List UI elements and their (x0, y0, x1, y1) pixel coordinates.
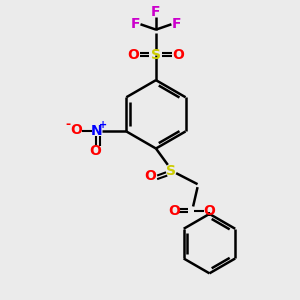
Text: O: O (145, 169, 157, 183)
Text: O: O (203, 204, 215, 218)
Text: O: O (89, 144, 101, 158)
Text: N: N (91, 124, 102, 138)
Text: +: + (98, 120, 106, 130)
Text: O: O (128, 48, 140, 62)
Text: O: O (70, 123, 82, 137)
Text: F: F (151, 5, 161, 20)
Text: S: S (151, 48, 161, 62)
Text: -: - (66, 118, 71, 131)
Text: F: F (172, 17, 182, 31)
Text: S: S (166, 164, 176, 178)
Text: F: F (130, 17, 140, 31)
Text: O: O (168, 204, 180, 218)
Text: O: O (172, 48, 184, 62)
